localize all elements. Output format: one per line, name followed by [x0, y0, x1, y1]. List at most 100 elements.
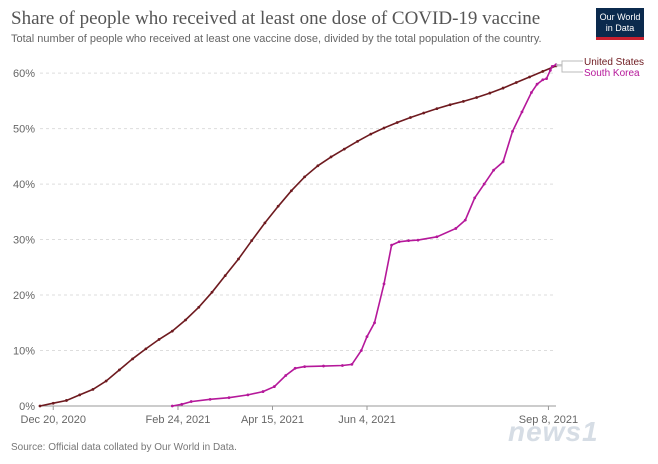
data-point[interactable]: [131, 357, 135, 361]
y-tick-label: 60%: [13, 68, 35, 80]
data-point[interactable]: [65, 399, 68, 402]
data-point[interactable]: [492, 168, 496, 172]
data-point[interactable]: [227, 396, 231, 400]
gridlines: [40, 72, 556, 407]
data-point[interactable]: [356, 139, 359, 143]
data-point[interactable]: [461, 99, 465, 103]
data-point[interactable]: [473, 196, 477, 200]
data-point[interactable]: [144, 347, 148, 351]
data-point[interactable]: [382, 282, 386, 286]
data-point[interactable]: [528, 75, 531, 79]
data-point[interactable]: [365, 335, 369, 339]
data-point[interactable]: [541, 70, 545, 73]
data-point[interactable]: [272, 385, 276, 388]
data-point[interactable]: [514, 81, 518, 84]
data-point[interactable]: [180, 402, 184, 406]
data-point[interactable]: [289, 189, 293, 193]
data-point[interactable]: [184, 318, 187, 322]
series-lines: [38, 63, 558, 408]
data-point[interactable]: [276, 204, 280, 208]
data-point[interactable]: [535, 82, 539, 86]
data-point[interactable]: [223, 274, 227, 278]
legend-label-south-korea[interactable]: South Korea: [584, 68, 640, 79]
data-point[interactable]: [397, 240, 401, 244]
data-point[interactable]: [511, 129, 514, 133]
data-point[interactable]: [501, 86, 505, 90]
data-point[interactable]: [261, 390, 265, 393]
logo-accent-bar: [596, 37, 644, 40]
data-point[interactable]: [250, 239, 254, 243]
data-point[interactable]: [78, 393, 82, 397]
data-point[interactable]: [197, 305, 201, 309]
legend-connector: [556, 64, 583, 73]
data-point[interactable]: [530, 91, 533, 94]
data-point[interactable]: [210, 290, 214, 294]
data-point[interactable]: [369, 132, 373, 136]
data-point[interactable]: [322, 364, 325, 368]
data-point[interactable]: [545, 77, 548, 81]
source-note: Source: Official data collated by Our Wo…: [11, 442, 237, 453]
data-point[interactable]: [373, 321, 376, 325]
data-point[interactable]: [342, 147, 346, 151]
data-point[interactable]: [435, 107, 439, 111]
data-point[interactable]: [341, 364, 344, 367]
data-point[interactable]: [316, 164, 320, 168]
data-point[interactable]: [117, 368, 121, 372]
data-point[interactable]: [454, 227, 458, 230]
news1-watermark: news1: [508, 416, 599, 447]
data-point[interactable]: [407, 239, 410, 243]
x-tick-label: Sep 8, 2021: [519, 414, 578, 426]
data-point[interactable]: [422, 111, 426, 115]
data-point[interactable]: [91, 387, 95, 391]
series-line[interactable]: [172, 64, 557, 407]
data-point[interactable]: [350, 362, 354, 366]
data-point[interactable]: [541, 78, 545, 82]
data-point[interactable]: [550, 65, 554, 68]
data-point[interactable]: [303, 365, 307, 369]
data-point[interactable]: [482, 182, 486, 186]
legend-label-united-states[interactable]: United States: [584, 57, 644, 68]
data-point[interactable]: [170, 404, 174, 408]
data-point[interactable]: [51, 401, 55, 405]
chart-subtitle: Total number of people who received at l…: [11, 33, 542, 45]
data-point[interactable]: [104, 379, 108, 383]
data-point[interactable]: [390, 243, 393, 247]
legend-connector: [556, 60, 583, 67]
series-south-korea[interactable]: [170, 63, 558, 408]
data-point[interactable]: [416, 238, 420, 242]
data-point[interactable]: [329, 155, 333, 159]
chart-title: Share of people who received at least on…: [11, 8, 541, 29]
data-point[interactable]: [246, 393, 250, 397]
data-point[interactable]: [208, 397, 212, 401]
series-united-states[interactable]: [38, 64, 558, 408]
data-point[interactable]: [284, 374, 288, 377]
data-point[interactable]: [157, 338, 161, 341]
data-point[interactable]: [293, 366, 297, 370]
data-point[interactable]: [488, 91, 492, 95]
y-tick-label: 10%: [13, 346, 35, 358]
data-point[interactable]: [409, 116, 412, 119]
data-point[interactable]: [395, 121, 399, 124]
data-point[interactable]: [237, 257, 240, 261]
data-point[interactable]: [501, 160, 505, 164]
x-tick-label: Apr 15, 2021: [241, 414, 304, 426]
data-point[interactable]: [463, 218, 467, 222]
data-point[interactable]: [263, 221, 267, 225]
data-point[interactable]: [475, 96, 479, 99]
data-point[interactable]: [520, 110, 524, 114]
data-point[interactable]: [303, 175, 307, 179]
data-point[interactable]: [435, 235, 439, 239]
y-tick-label: 30%: [13, 235, 35, 247]
data-point[interactable]: [170, 329, 174, 333]
axes: 0% 10% 20% 30% 40% 50% 60% Dec 20, 2020 Feb 24, …: [13, 68, 578, 426]
y-tick-label: 0%: [19, 401, 35, 413]
data-point[interactable]: [359, 349, 363, 352]
our-world-in-data-logo[interactable]: Our World in Data: [596, 8, 644, 40]
data-point[interactable]: [448, 103, 452, 107]
data-point[interactable]: [548, 68, 552, 72]
series-line[interactable]: [39, 65, 557, 407]
data-point[interactable]: [38, 404, 42, 408]
data-point[interactable]: [382, 126, 386, 130]
data-point[interactable]: [189, 400, 193, 403]
